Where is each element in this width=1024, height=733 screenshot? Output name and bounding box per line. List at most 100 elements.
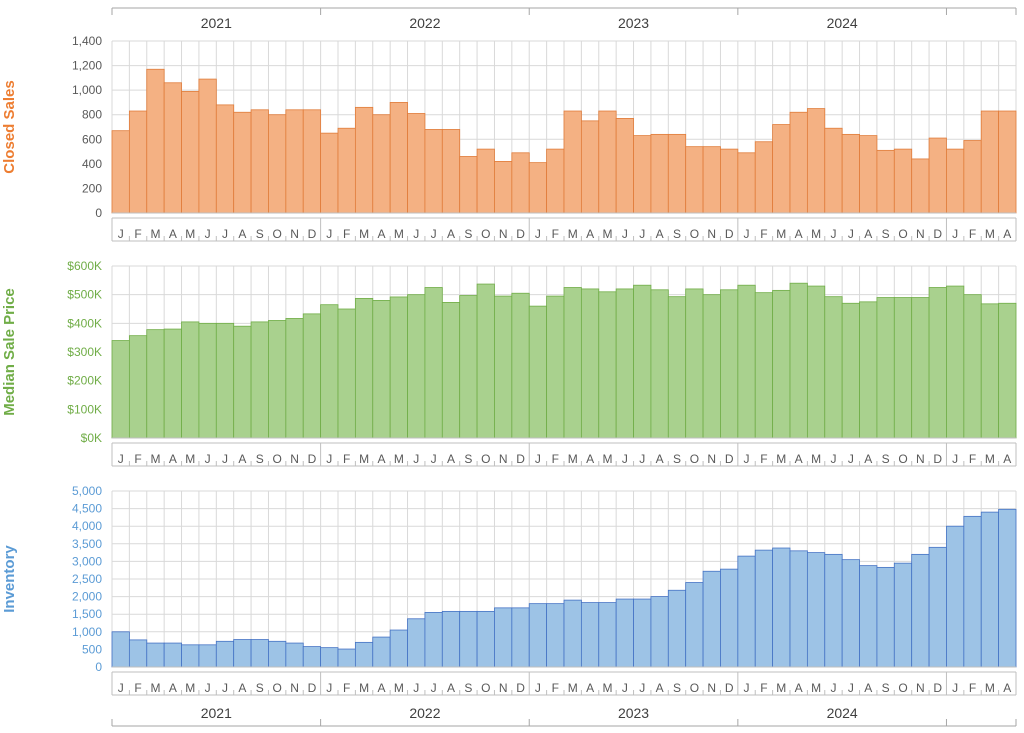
month-tick-label: S [673, 452, 681, 466]
bar-closed-sales [598, 110, 617, 214]
bar-median-sale-price [163, 328, 182, 439]
bar-inventory [181, 644, 200, 668]
y-tick-label: 4,500 [72, 502, 102, 516]
bar-inventory [389, 629, 408, 668]
month-tick-label: O [898, 681, 907, 695]
month-tick-label: S [882, 227, 890, 241]
bar-closed-sales [685, 146, 704, 214]
month-tick-label: F [343, 452, 350, 466]
month-tick-label: A [1003, 452, 1011, 466]
month-tick-label: J [222, 452, 228, 466]
month-tick-label: F [760, 227, 767, 241]
bar-inventory [841, 559, 860, 668]
bar-inventory [789, 550, 808, 668]
bar-closed-sales [268, 114, 287, 214]
bar-closed-sales [389, 102, 408, 214]
bar-closed-sales [511, 152, 530, 214]
month-tick-label: J [830, 227, 836, 241]
bar-median-sale-price [824, 296, 843, 439]
month-tick-label: A [656, 227, 664, 241]
month-tick-label: J [744, 681, 750, 695]
month-tick-label: J [848, 452, 854, 466]
bar-inventory [824, 553, 843, 668]
bar-median-sale-price [320, 304, 339, 439]
bar-inventory [320, 647, 339, 668]
month-tick-label: D [516, 452, 525, 466]
month-tick-label: S [464, 452, 472, 466]
bar-closed-sales [372, 114, 391, 214]
bar-inventory [685, 582, 704, 668]
top-year-label: 2022 [409, 15, 440, 31]
month-tick-label: S [882, 452, 890, 466]
y-tick-label: 0 [95, 660, 102, 674]
month-tick-label: F [969, 681, 976, 695]
month-tick-label: S [673, 227, 681, 241]
month-tick-label: J [326, 227, 332, 241]
bar-closed-sales [980, 110, 1000, 214]
month-tick-label: M [568, 227, 578, 241]
bar-inventory [111, 631, 130, 668]
month-tick-label: A [656, 452, 664, 466]
month-tick-label: A [586, 452, 594, 466]
month-tick-label: N [499, 227, 508, 241]
month-tick-label: D [725, 227, 734, 241]
month-tick-label: A [586, 681, 594, 695]
bar-inventory [720, 568, 739, 668]
y-tick-label: 1,200 [72, 59, 102, 73]
month-tick-label: O [690, 452, 699, 466]
month-tick-label: J [413, 452, 419, 466]
bar-closed-sales [893, 148, 913, 214]
month-tick-label: M [811, 681, 821, 695]
bar-inventory [754, 549, 774, 668]
bar-median-sale-price [181, 321, 200, 439]
month-tick-label: J [952, 452, 958, 466]
bar-inventory [528, 603, 548, 668]
month-tick-label: D [933, 227, 942, 241]
month-tick-label: M [776, 227, 786, 241]
bar-closed-sales [320, 132, 339, 214]
bar-median-sale-price [459, 295, 478, 439]
bar-median-sale-price [633, 284, 652, 439]
month-tick-label: F [343, 681, 350, 695]
bar-inventory [946, 525, 965, 668]
bar-closed-sales [546, 148, 565, 214]
month-tick-label: A [656, 681, 664, 695]
bar-closed-sales [128, 110, 148, 214]
month-tick-label: N [499, 681, 508, 695]
month-tick-label: M [602, 681, 612, 695]
bar-median-sale-price [302, 313, 322, 439]
month-tick-label: S [256, 681, 264, 695]
y-tick-label: 0 [95, 206, 102, 220]
bar-closed-sales [772, 124, 791, 214]
bar-median-sale-price [111, 340, 130, 439]
month-tick-label: M [394, 452, 404, 466]
bar-inventory [598, 602, 617, 668]
bar-inventory [615, 598, 634, 668]
y-tick-label: 1,000 [72, 83, 102, 97]
month-tick-label: O [898, 452, 907, 466]
month-tick-label: S [882, 681, 890, 695]
month-tick-label: M [394, 681, 404, 695]
bar-median-sale-price [511, 292, 530, 439]
month-tick-label: M [150, 681, 160, 695]
bar-inventory [737, 555, 756, 668]
bar-closed-sales [859, 135, 878, 214]
month-tick-label: O [481, 227, 490, 241]
month-tick-label: J [326, 452, 332, 466]
month-tick-label: S [464, 227, 472, 241]
bar-closed-sales [911, 158, 930, 214]
month-tick-label: S [256, 227, 264, 241]
month-tick-label: J [952, 227, 958, 241]
month-tick-label: A [238, 452, 246, 466]
month-tick-label: A [586, 227, 594, 241]
month-tick-label: N [290, 227, 299, 241]
bar-closed-sales [146, 68, 165, 214]
bar-median-sale-price [963, 294, 982, 439]
bar-inventory [233, 639, 252, 668]
month-tick-label: F [552, 452, 559, 466]
y-tick-label: 3,000 [72, 554, 102, 568]
month-tick-label: F [134, 681, 141, 695]
bar-inventory [667, 589, 687, 668]
bar-median-sale-price [650, 289, 669, 439]
bar-inventory [859, 565, 878, 668]
